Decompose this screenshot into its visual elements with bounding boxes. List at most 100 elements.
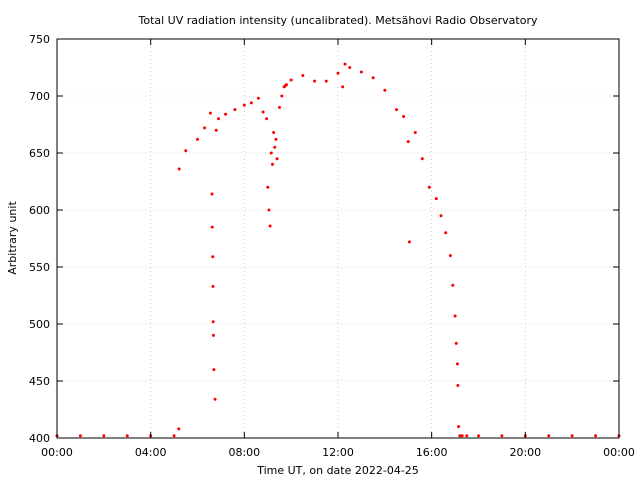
data-point	[406, 140, 410, 144]
data-point	[233, 108, 237, 112]
data-point	[266, 185, 270, 189]
data-point	[196, 137, 199, 141]
data-point	[272, 130, 276, 134]
data-point	[125, 434, 129, 438]
data-point	[402, 115, 406, 119]
data-point	[210, 225, 214, 229]
data-point	[448, 254, 452, 258]
data-point	[256, 96, 260, 100]
data-point	[277, 105, 281, 109]
x-tick-label: 08:00	[228, 446, 260, 459]
y-axis-label: Arbitrary unit	[6, 201, 19, 275]
data-point	[78, 434, 82, 438]
data-point	[465, 434, 469, 438]
data-point	[413, 130, 417, 134]
y-tick-label: 450	[29, 375, 50, 388]
y-tick-label: 650	[29, 147, 50, 160]
data-point	[454, 341, 458, 345]
data-point	[249, 101, 253, 105]
data-point	[348, 66, 352, 69]
y-tick-label: 400	[29, 432, 50, 445]
data-point	[275, 157, 279, 161]
axis-ticks	[56, 38, 620, 439]
data-point	[242, 103, 246, 107]
data-point	[383, 88, 387, 92]
x-tick-label: 00:00	[603, 446, 635, 459]
data-point	[269, 151, 273, 155]
data-point	[453, 314, 457, 318]
data-point	[457, 425, 461, 429]
x-tick-label: 00:00	[41, 446, 73, 459]
data-point	[265, 117, 269, 121]
x-tick-label: 04:00	[135, 446, 167, 459]
data-point	[268, 224, 272, 228]
data-point	[261, 110, 265, 114]
data-point	[284, 83, 288, 87]
data-point	[427, 185, 431, 189]
data-point	[212, 368, 216, 372]
x-axis-tick-labels: 00:00 04:00 08:00 12:00 16:00 20:00 00:00	[41, 446, 635, 459]
data-point	[214, 128, 218, 132]
data-point	[217, 117, 221, 121]
data-point	[458, 434, 462, 438]
y-axis-tick-labels: 400 450 500 550 600 650 700 750	[29, 33, 50, 445]
data-point	[341, 85, 345, 89]
data-point	[280, 94, 284, 98]
data-point	[434, 197, 438, 201]
chart-title: Total UV radiation intensity (uncalibrat…	[138, 14, 538, 27]
data-point	[177, 427, 181, 431]
data-point	[313, 79, 317, 83]
y-tick-label: 600	[29, 204, 50, 217]
data-point	[184, 149, 188, 153]
data-point	[270, 162, 274, 166]
data-point	[371, 76, 375, 80]
y-tick-label: 700	[29, 90, 50, 103]
y-tick-label: 500	[29, 318, 50, 331]
data-point	[211, 320, 215, 324]
data-point	[274, 137, 278, 141]
data-point	[203, 126, 207, 130]
data-point	[439, 214, 443, 218]
y-tick-label: 550	[29, 261, 50, 274]
data-point	[172, 434, 176, 438]
data-point	[273, 145, 277, 149]
data-point	[343, 62, 347, 66]
data-point	[570, 434, 574, 438]
data-point	[455, 362, 459, 366]
grid-lines	[57, 39, 619, 438]
data-point	[547, 434, 551, 438]
data-point	[224, 112, 228, 116]
data-point	[301, 73, 305, 77]
y-tick-label: 750	[29, 33, 50, 46]
data-point	[420, 157, 424, 161]
data-point	[324, 79, 328, 83]
data-point	[407, 240, 411, 244]
x-tick-label: 20:00	[509, 446, 541, 459]
data-point	[211, 284, 215, 288]
x-axis-label: Time UT, on date 2022-04-25	[256, 464, 419, 477]
data-point	[359, 70, 363, 74]
data-point	[102, 434, 106, 438]
data-point	[451, 283, 455, 287]
data-point	[177, 167, 181, 171]
data-point	[456, 384, 460, 388]
data-point	[594, 434, 598, 438]
data-point	[500, 434, 504, 438]
data-point	[211, 333, 215, 337]
data-point	[210, 192, 214, 196]
data-point	[289, 78, 293, 82]
data-point	[211, 255, 215, 259]
data-point	[267, 208, 271, 212]
x-tick-label: 16:00	[416, 446, 448, 459]
data-point	[208, 111, 212, 115]
data-point	[395, 108, 399, 112]
data-point	[444, 231, 448, 235]
data-point	[213, 397, 217, 401]
data-point	[477, 434, 480, 438]
x-tick-label: 12:00	[322, 446, 354, 459]
data-point	[336, 71, 340, 75]
data-point	[460, 434, 464, 438]
